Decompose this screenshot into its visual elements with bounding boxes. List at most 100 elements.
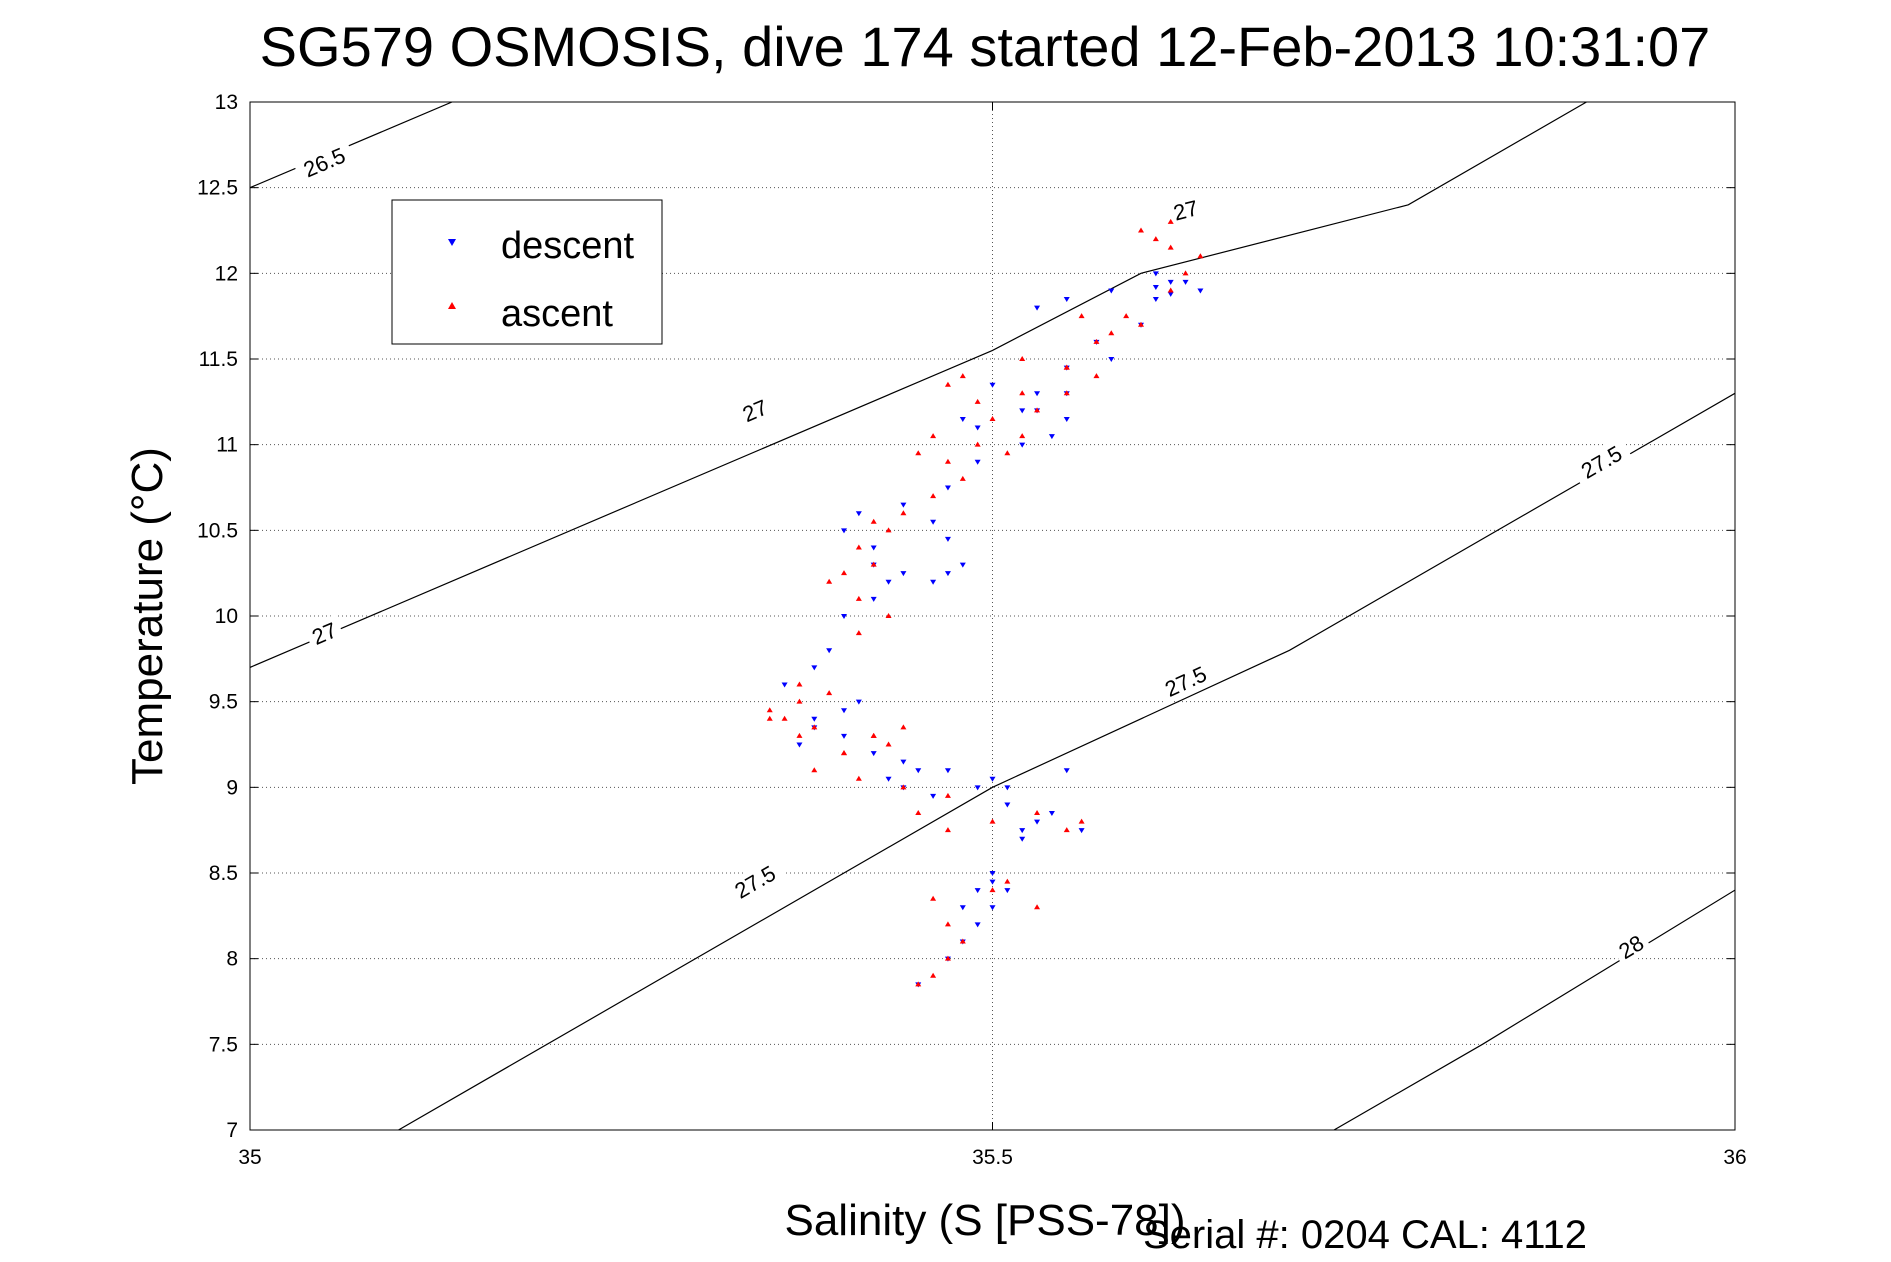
contour-label-group: 27 [1165, 193, 1206, 227]
ascent-point [1004, 878, 1011, 884]
ascent-point [1063, 364, 1070, 370]
ascent-point [841, 750, 847, 756]
contour-label-bg [734, 391, 776, 430]
descent-point [885, 579, 892, 585]
ascent-point [855, 595, 862, 601]
ascent-point [915, 981, 922, 987]
descent-point [1197, 288, 1204, 294]
ascent-point [1138, 321, 1144, 327]
ascent-point [766, 707, 773, 713]
ascent-point [1034, 904, 1041, 910]
x-axis-label: Salinity (S [PSS-78]) [784, 1196, 1185, 1245]
descent-point [1152, 297, 1159, 303]
descent-point [1019, 828, 1026, 834]
y-tick-label: 10.5 [197, 519, 238, 542]
ascent-point [944, 792, 951, 798]
descent-point [974, 459, 981, 465]
descent-point [944, 485, 951, 491]
density-contour-line [1333, 889, 1735, 1130]
y-tick-label: 7.5 [209, 1033, 238, 1056]
ascent-point [944, 955, 951, 961]
ascent-point [796, 681, 803, 687]
descent-point [989, 871, 996, 876]
ascent-point [915, 810, 922, 816]
y-tick-label: 12 [215, 262, 238, 285]
descent-point [1034, 391, 1041, 397]
y-tick-label: 8.5 [209, 862, 238, 885]
contour-label: 27 [1171, 195, 1201, 225]
series-ascent [766, 218, 1204, 987]
descent-point [1167, 291, 1174, 297]
contour-label-group: 27 [303, 614, 345, 652]
descent-point [870, 751, 877, 757]
descent-point [1167, 279, 1174, 285]
ascent-point [1078, 313, 1085, 319]
ascent-point [811, 724, 818, 730]
descent-point [841, 733, 847, 739]
contour-label-bg [1569, 436, 1633, 488]
ascent-point [870, 518, 877, 524]
descent-point [1004, 888, 1011, 894]
serial-cal-footer: Serial #: 0204 CAL: 4112 [1143, 1213, 1587, 1257]
ascent-point [1152, 236, 1159, 242]
descent-point [1034, 819, 1041, 825]
legend-ascent-label: ascent [501, 293, 613, 335]
ascent-point [989, 415, 996, 421]
contour-label-group: 27 [734, 391, 776, 430]
ascent-point [989, 818, 996, 824]
ascent-point [885, 613, 892, 618]
descent-point [1048, 811, 1055, 817]
legend-box [391, 199, 663, 345]
grid-lines [250, 102, 1735, 1130]
ascent-point [855, 544, 862, 550]
ascent-point [915, 450, 922, 456]
ascent-point [870, 561, 877, 567]
descent-point [974, 888, 981, 894]
ascent-point [796, 698, 803, 704]
y-tick-label: 10 [215, 605, 238, 628]
descent-point [1063, 768, 1070, 774]
descent-point [1004, 785, 1011, 791]
descent-point [989, 879, 996, 885]
legend: descent ascent [391, 199, 663, 345]
ascent-point [974, 441, 981, 447]
ascent-point [1167, 244, 1174, 250]
ascent-point [885, 527, 892, 533]
ascent-point [944, 381, 951, 387]
descent-point [870, 545, 877, 551]
ascent-point [989, 887, 996, 893]
descent-point [989, 382, 996, 388]
descent-point [855, 511, 862, 517]
x-tick-label: 36 [1723, 1146, 1746, 1169]
ascent-point [930, 972, 937, 978]
ascent-point [766, 715, 773, 721]
y-tick-label: 7 [226, 1119, 238, 1142]
descent-point [1063, 297, 1070, 303]
contour-label-bg [723, 855, 787, 908]
ascent-point [944, 827, 951, 833]
ascent-point [1167, 218, 1174, 224]
ascent-point [855, 630, 862, 636]
contour-label-group: 26.5 [292, 138, 356, 186]
descent-point [900, 759, 907, 765]
descent-point [1182, 279, 1189, 285]
descent-point [930, 579, 937, 585]
ascent-point [1182, 270, 1189, 276]
descent-point [811, 665, 818, 671]
y-axis-label: Temperature (°C) [123, 447, 172, 785]
density-contour-line [250, 102, 1587, 668]
y-tick-label: 13 [215, 91, 238, 114]
ascent-point [870, 732, 877, 738]
descent-point [855, 699, 862, 705]
x-tick-label: 35 [238, 1146, 261, 1169]
x-tick-label: 35.5 [972, 1146, 1013, 1169]
ascent-point [811, 767, 818, 773]
descent-point [944, 571, 951, 577]
descent-point [974, 425, 981, 431]
y-tick-label: 12.5 [197, 177, 238, 200]
ascent-point [959, 475, 966, 481]
axis-ticks: 35 35.5 36 7 7.5 8 8.5 9 9.5 10 10.5 11 11.5 12 12.5 13 [197, 91, 1747, 1169]
descent-point [989, 905, 996, 911]
